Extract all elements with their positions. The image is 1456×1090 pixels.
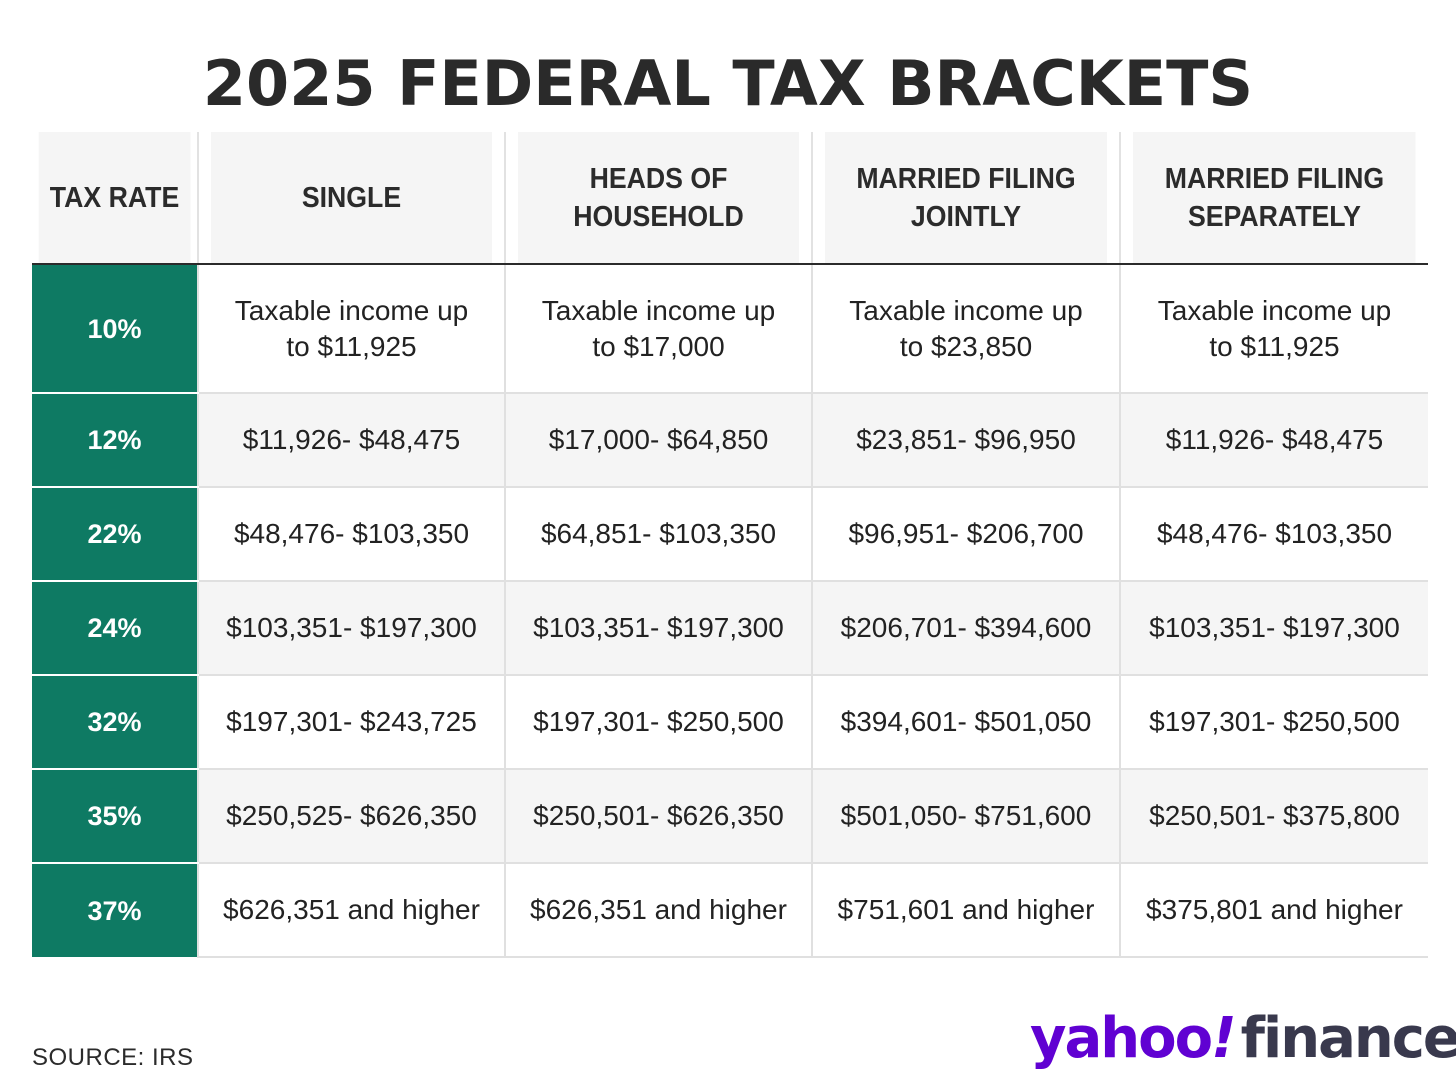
single-cell: $11,926- $48,475 — [197, 393, 505, 488]
tax-rate-cell: 24% — [32, 581, 198, 676]
single-cell: $626,351 and higher — [197, 863, 505, 958]
married-separately-cell: $250,501- $375,800 — [1119, 769, 1428, 864]
single-cell: $103,351- $197,300 — [197, 581, 505, 676]
single-cell-text: Taxable income up to $11,925 — [234, 294, 469, 362]
logo-finance-text: finance — [1240, 1006, 1456, 1071]
heads-of-household-cell: Taxable income up to $17,000 — [504, 264, 812, 394]
married-separately-cell: $375,801 and higher — [1119, 863, 1428, 958]
yahoo-finance-logo: yahoo!finance — [1030, 1004, 1456, 1074]
married-jointly-cell-text: Taxable income up to $23,850 — [849, 294, 1083, 362]
tax-rate-cell: 35% — [32, 769, 198, 864]
table-row: 22% $48,476- $103,350 $64,851- $103,350 … — [32, 487, 1428, 582]
logo-exclamation: ! — [1211, 1006, 1237, 1071]
married-jointly-cell: $23,851- $96,950 — [811, 393, 1120, 488]
tax-rate-cell: 10% — [32, 264, 198, 394]
married-jointly-cell: $501,050- $751,600 — [811, 769, 1120, 864]
single-cell: Taxable income up to $11,925 — [197, 264, 505, 394]
tax-rate-cell: 37% — [32, 863, 198, 957]
heads-of-household-cell: $64,851- $103,350 — [504, 487, 812, 582]
column-header-married-filing-separately: MARRIED FILING SEPARATELY — [1131, 132, 1416, 265]
table-body: 10% Taxable income up to $11,925 Taxable… — [32, 264, 1428, 958]
column-header-tax-rate: TAX RATE — [38, 132, 192, 265]
heads-of-household-cell: $250,501- $626,350 — [504, 769, 812, 864]
married-separately-cell-text: Taxable income up to $11,925 — [1157, 294, 1392, 362]
heads-of-household-cell: $17,000- $64,850 — [504, 393, 812, 488]
table-row: 24% $103,351- $197,300 $103,351- $197,30… — [32, 581, 1428, 676]
married-separately-cell: $197,301- $250,500 — [1119, 675, 1428, 770]
source-note: SOURCE: IRS — [32, 1044, 194, 1071]
table-row: 12% $11,926- $48,475 $17,000- $64,850 $2… — [32, 393, 1428, 488]
heads-of-household-cell: $103,351- $197,300 — [504, 581, 812, 676]
page-title: 2025 FEDERAL TAX BRACKETS — [202, 46, 1254, 120]
table-row: 35% $250,525- $626,350 $250,501- $626,35… — [32, 769, 1428, 864]
married-jointly-cell: $751,601 and higher — [811, 863, 1120, 958]
married-separately-cell: $103,351- $197,300 — [1119, 581, 1428, 676]
married-jointly-cell: $394,601- $501,050 — [811, 675, 1120, 770]
tax-brackets-table: TAX RATE SINGLE HEADS OF HOUSEHOLD MARRI… — [32, 132, 1428, 958]
table-row: 37% $626,351 and higher $626,351 and hig… — [32, 863, 1428, 958]
married-jointly-cell: Taxable income up to $23,850 — [811, 264, 1120, 394]
married-separately-cell: $11,926- $48,475 — [1119, 393, 1428, 488]
tax-rate-cell: 22% — [32, 487, 198, 582]
table-header: TAX RATE SINGLE HEADS OF HOUSEHOLD MARRI… — [32, 132, 1428, 265]
table-row: 32% $197,301- $243,725 $197,301- $250,50… — [32, 675, 1428, 770]
single-cell: $250,525- $626,350 — [197, 769, 505, 864]
heads-of-household-cell: $626,351 and higher — [504, 863, 812, 958]
single-cell: $197,301- $243,725 — [197, 675, 505, 770]
tax-rate-cell: 32% — [32, 675, 198, 770]
column-header-heads-of-household: HEADS OF HOUSEHOLD — [516, 132, 800, 265]
logo-yahoo-text: yahoo — [1030, 1006, 1213, 1071]
tax-rate-cell: 12% — [32, 393, 198, 488]
column-header-married-filing-jointly: MARRIED FILING JOINTLY — [823, 132, 1108, 265]
married-jointly-cell: $96,951- $206,700 — [811, 487, 1120, 582]
column-header-single: SINGLE — [209, 132, 493, 265]
married-separately-cell: $48,476- $103,350 — [1119, 487, 1428, 582]
heads-of-household-cell: $197,301- $250,500 — [504, 675, 812, 770]
header-row: TAX RATE SINGLE HEADS OF HOUSEHOLD MARRI… — [32, 132, 1428, 265]
married-separately-cell: Taxable income up to $11,925 — [1119, 264, 1428, 394]
married-jointly-cell: $206,701- $394,600 — [811, 581, 1120, 676]
table-row: 10% Taxable income up to $11,925 Taxable… — [32, 264, 1428, 394]
heads-of-household-cell-text: Taxable income up to $17,000 — [541, 294, 776, 362]
single-cell: $48,476- $103,350 — [197, 487, 505, 582]
